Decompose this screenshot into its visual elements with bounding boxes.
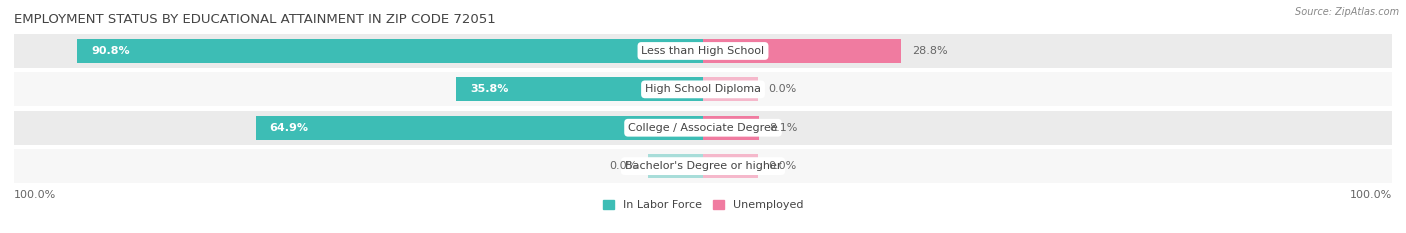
Bar [14, 72, 1392, 106]
Bar [703, 154, 758, 178]
Bar [703, 39, 901, 63]
Text: College / Associate Degree: College / Associate Degree [628, 123, 778, 133]
Bar [457, 77, 703, 101]
Text: 64.9%: 64.9% [270, 123, 309, 133]
Text: EMPLOYMENT STATUS BY EDUCATIONAL ATTAINMENT IN ZIP CODE 72051: EMPLOYMENT STATUS BY EDUCATIONAL ATTAINM… [14, 13, 496, 26]
Text: 0.0%: 0.0% [609, 161, 637, 171]
Text: 0.0%: 0.0% [769, 161, 797, 171]
Bar [256, 116, 703, 140]
Text: 100.0%: 100.0% [14, 190, 56, 200]
Bar [14, 111, 1392, 145]
Legend: In Labor Force, Unemployed: In Labor Force, Unemployed [598, 195, 808, 215]
Bar [648, 154, 703, 178]
Text: Bachelor's Degree or higher: Bachelor's Degree or higher [624, 161, 782, 171]
Text: 28.8%: 28.8% [911, 46, 948, 56]
Text: 8.1%: 8.1% [769, 123, 797, 133]
Bar [703, 77, 758, 101]
Bar [14, 149, 1392, 183]
Text: 35.8%: 35.8% [470, 84, 509, 94]
Text: Source: ZipAtlas.com: Source: ZipAtlas.com [1295, 7, 1399, 17]
Text: 90.8%: 90.8% [91, 46, 129, 56]
Bar [77, 39, 703, 63]
Text: 100.0%: 100.0% [1350, 190, 1392, 200]
Text: Less than High School: Less than High School [641, 46, 765, 56]
Bar [14, 34, 1392, 68]
Bar [703, 116, 759, 140]
Text: 0.0%: 0.0% [769, 84, 797, 94]
Text: High School Diploma: High School Diploma [645, 84, 761, 94]
